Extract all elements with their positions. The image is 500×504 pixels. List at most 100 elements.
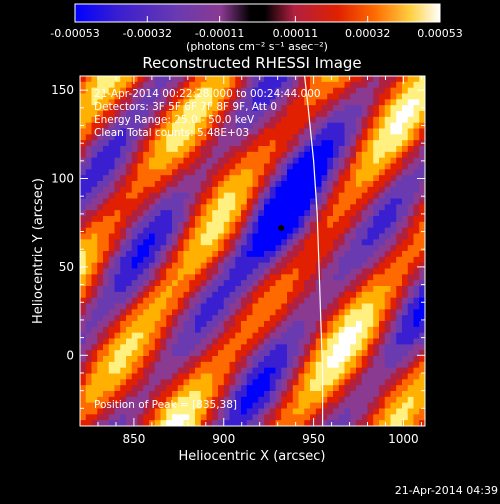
heatmap-cell	[310, 233, 317, 240]
heatmap-cell	[275, 87, 282, 94]
heatmap-cell	[287, 221, 294, 229]
heatmap-cell	[310, 420, 317, 426]
heatmap-cell	[195, 303, 202, 310]
heatmap-cell	[172, 332, 179, 339]
heatmap-cell	[177, 198, 184, 205]
heatmap-cell	[137, 239, 144, 246]
heatmap-cell	[229, 338, 236, 345]
heatmap-cell	[292, 93, 299, 100]
heatmap-cell	[413, 268, 420, 275]
heatmap-cell	[390, 274, 397, 281]
heatmap-cell	[373, 81, 380, 89]
heatmap-cell	[108, 391, 115, 398]
heatmap-cell	[246, 146, 253, 153]
heatmap-cell	[91, 163, 98, 170]
heatmap-cell	[361, 280, 368, 287]
heatmap-cell	[103, 286, 110, 293]
heatmap-cell	[212, 157, 219, 164]
heatmap-cell	[149, 291, 156, 299]
heatmap-cell	[252, 175, 259, 182]
heatmap-cell	[206, 338, 213, 345]
heatmap-cell	[137, 251, 144, 258]
heatmap-cell	[183, 116, 190, 124]
heatmap-cell	[252, 274, 259, 281]
heatmap-cell	[292, 221, 299, 229]
heatmap-cell	[229, 116, 236, 124]
heatmap-cell	[172, 186, 179, 194]
heatmap-cell	[80, 309, 87, 316]
heatmap-cell	[91, 291, 98, 299]
heatmap-cell	[344, 396, 351, 404]
heatmap-cell	[206, 297, 213, 304]
heatmap-cell	[338, 111, 345, 118]
heatmap-cell	[258, 81, 265, 89]
heatmap-cell	[396, 239, 403, 246]
heatmap-cell	[402, 297, 409, 304]
heatmap-cell	[338, 128, 345, 135]
heatmap-cell	[172, 262, 179, 269]
heatmap-cell	[333, 157, 340, 164]
heatmap-cell	[298, 192, 305, 199]
heatmap-cell	[103, 379, 110, 386]
heatmap-cell	[390, 256, 397, 264]
heatmap-cell	[183, 350, 190, 357]
heatmap-cell	[269, 210, 276, 217]
heatmap-cell	[183, 338, 190, 345]
heatmap-cell	[149, 338, 156, 345]
heatmap-cell	[160, 163, 167, 170]
heatmap-cell	[177, 140, 184, 147]
heatmap-cell	[91, 256, 98, 264]
colorbar-tick-label: 0.00053	[417, 27, 463, 40]
heatmap-cell	[143, 239, 150, 246]
heatmap-cell	[200, 338, 207, 345]
heatmap-cell	[350, 128, 357, 135]
heatmap-cell	[166, 391, 173, 398]
heatmap-cell	[212, 256, 219, 264]
heatmap-cell	[223, 420, 230, 426]
heatmap-cell	[149, 303, 156, 310]
heatmap-cell	[321, 76, 328, 83]
heatmap-cell	[321, 233, 328, 240]
heatmap-cell	[137, 408, 144, 415]
heatmap-cell	[350, 297, 357, 304]
heatmap-cell	[229, 303, 236, 310]
heatmap-cell	[338, 373, 345, 380]
heatmap-cell	[172, 122, 179, 129]
heatmap-cell	[344, 338, 351, 345]
heatmap-cell	[85, 116, 92, 124]
heatmap-cell	[356, 367, 363, 374]
heatmap-cell	[356, 315, 363, 322]
heatmap-cell	[172, 326, 179, 334]
heatmap-cell	[97, 286, 104, 293]
heatmap-cell	[183, 198, 190, 205]
heatmap-cell	[91, 332, 98, 339]
heatmap-cell	[143, 245, 150, 252]
heatmap-cell	[223, 216, 230, 223]
heatmap-cell	[103, 344, 110, 351]
heatmap-cell	[235, 122, 242, 129]
heatmap-cell	[384, 402, 391, 409]
heatmap-cell	[114, 420, 121, 426]
heatmap-cell	[131, 262, 138, 269]
heatmap-cell	[97, 181, 104, 188]
heatmap-cell	[287, 420, 294, 426]
heatmap-cell	[206, 408, 213, 415]
heatmap-cell	[212, 239, 219, 246]
heatmap-cell	[160, 396, 167, 404]
heatmap-cell	[350, 93, 357, 100]
heatmap-cell	[258, 408, 265, 415]
heatmap-cell	[246, 157, 253, 164]
heatmap-cell	[160, 186, 167, 194]
heatmap-cell	[126, 391, 133, 398]
heatmap-cell	[361, 134, 368, 141]
heatmap-cell	[195, 204, 202, 211]
heatmap-cell	[189, 111, 196, 118]
heatmap-cell	[241, 391, 248, 398]
heatmap-cell	[367, 157, 374, 164]
heatmap-cell	[402, 396, 409, 404]
heatmap-cell	[264, 268, 271, 275]
heatmap-cell	[310, 280, 317, 287]
heatmap-cell	[338, 379, 345, 386]
heatmap-cell	[137, 291, 144, 299]
heatmap-cell	[229, 344, 236, 351]
